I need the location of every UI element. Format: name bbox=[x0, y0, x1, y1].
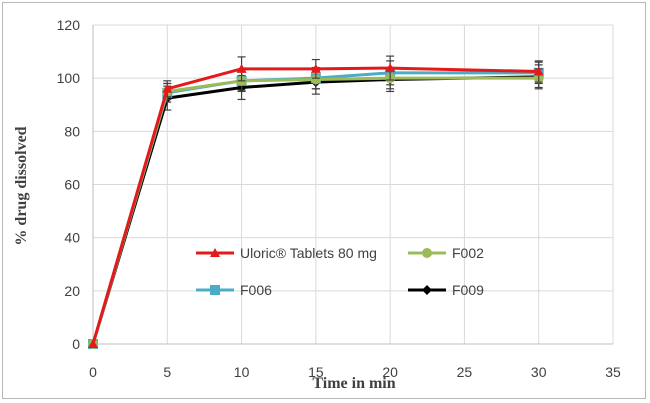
x-tick-label: 20 bbox=[382, 364, 398, 380]
data-point bbox=[310, 74, 321, 85]
y-tick-label: 0 bbox=[72, 336, 80, 352]
legend-entry-1: Uloric® Tablets 80 mg bbox=[196, 245, 377, 261]
data-point bbox=[88, 339, 98, 348]
x-tick-label: 35 bbox=[605, 364, 621, 380]
data-point bbox=[533, 66, 544, 76]
data-point bbox=[385, 63, 396, 73]
data-point bbox=[162, 83, 173, 93]
x-axis-title: Time in min bbox=[312, 375, 395, 392]
x-tick-label: 25 bbox=[457, 364, 473, 380]
y-tick-label: 80 bbox=[64, 123, 80, 139]
y-tick-label: 60 bbox=[64, 177, 80, 193]
legend-marker bbox=[422, 285, 432, 295]
x-tick-label: 0 bbox=[89, 364, 97, 380]
axes bbox=[92, 25, 613, 345]
series-line bbox=[91, 66, 539, 345]
y-tick-label: 20 bbox=[64, 283, 80, 299]
data-point bbox=[310, 63, 321, 73]
tick-labels: 0 20 40 60 80 100 120 0 5 10 15 20 25 30 35 bbox=[57, 17, 621, 380]
data-point bbox=[236, 63, 247, 73]
legend-label: Uloric® Tablets 80 mg bbox=[240, 245, 377, 261]
legend-entry-2: F002 bbox=[408, 245, 484, 261]
legend-entry-3: F006 bbox=[196, 282, 272, 298]
y-tick-label: 40 bbox=[64, 230, 80, 246]
legend-label: F006 bbox=[240, 282, 272, 298]
series-1 bbox=[88, 55, 544, 348]
legend-entry-4: F009 bbox=[408, 282, 484, 298]
series-layer bbox=[88, 55, 544, 349]
x-tick-label: 10 bbox=[234, 364, 250, 380]
x-tick-label: 15 bbox=[308, 364, 324, 380]
x-tick-label: 30 bbox=[531, 364, 547, 380]
x-tick-label: 5 bbox=[163, 364, 171, 380]
y-tick-label: 100 bbox=[57, 70, 81, 86]
legend-label: F002 bbox=[452, 245, 484, 261]
y-tick-label: 120 bbox=[57, 17, 81, 33]
legend-marker bbox=[422, 248, 432, 258]
legend-label: F009 bbox=[452, 282, 484, 298]
legend-marker bbox=[210, 248, 220, 257]
legend-marker bbox=[210, 285, 220, 295]
y-axis-title: % drug dissolved bbox=[13, 126, 30, 245]
legend: Uloric® Tablets 80 mg F002 F006 F009 bbox=[196, 245, 484, 298]
